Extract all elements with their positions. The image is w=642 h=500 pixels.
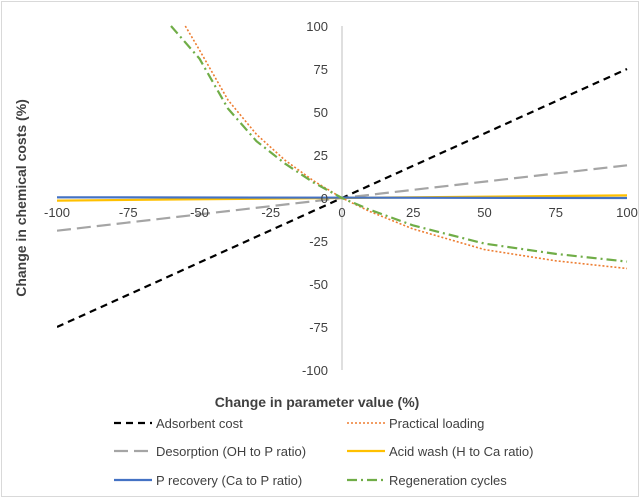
- series-line-6: [170, 25, 628, 263]
- y-tick-label: -75: [309, 320, 328, 335]
- y-tick-label: -50: [309, 277, 328, 292]
- x-tick-label: 25: [406, 205, 420, 220]
- legend-item: Acid wash (H to Ca ratio): [347, 444, 534, 459]
- tick-labels: -100 -75 -50 -25 0 25 50 75 100 -100 -75 -50 -25 0 25 5…: [44, 19, 638, 378]
- x-axis-label: Change in parameter value (%): [215, 394, 420, 410]
- legend-label: Regeneration cycles: [389, 473, 507, 488]
- series-line-2: [184, 25, 628, 270]
- y-tick-label: 75: [314, 62, 328, 77]
- legend-label: P recovery (Ca to P ratio): [156, 473, 302, 488]
- x-tick-label: 0: [338, 205, 345, 220]
- y-tick-label: 100: [306, 19, 328, 34]
- x-tick-label: 100: [616, 205, 638, 220]
- legend-item: Practical loading: [347, 416, 484, 431]
- series-layer: [57, 25, 628, 329]
- legend-label: Acid wash (H to Ca ratio): [389, 444, 534, 459]
- legend-item: P recovery (Ca to P ratio): [114, 473, 302, 488]
- x-tick-label: 50: [477, 205, 491, 220]
- legend-item: Regeneration cycles: [347, 473, 507, 488]
- legend: Adsorbent cost Practical loading Desorptio…: [114, 416, 534, 488]
- y-tick-label: -25: [309, 234, 328, 249]
- x-tick-label: -100: [44, 205, 70, 220]
- legend-item: Desorption (OH to P ratio): [114, 444, 306, 459]
- legend-label: Desorption (OH to P ratio): [156, 444, 306, 459]
- x-tick-label: -50: [190, 205, 209, 220]
- x-tick-label: 75: [549, 205, 563, 220]
- y-tick-label: 0: [321, 191, 328, 206]
- y-tick-label: 50: [314, 105, 328, 120]
- legend-label: Adsorbent cost: [156, 416, 243, 431]
- legend-label: Practical loading: [389, 416, 484, 431]
- y-axis-label: Change in chemical costs (%): [13, 99, 29, 297]
- y-tick-label: -100: [302, 363, 328, 378]
- y-tick-label: 25: [314, 148, 328, 163]
- legend-item: Adsorbent cost: [114, 416, 243, 431]
- x-tick-label: -25: [261, 205, 280, 220]
- x-tick-label: -75: [119, 205, 138, 220]
